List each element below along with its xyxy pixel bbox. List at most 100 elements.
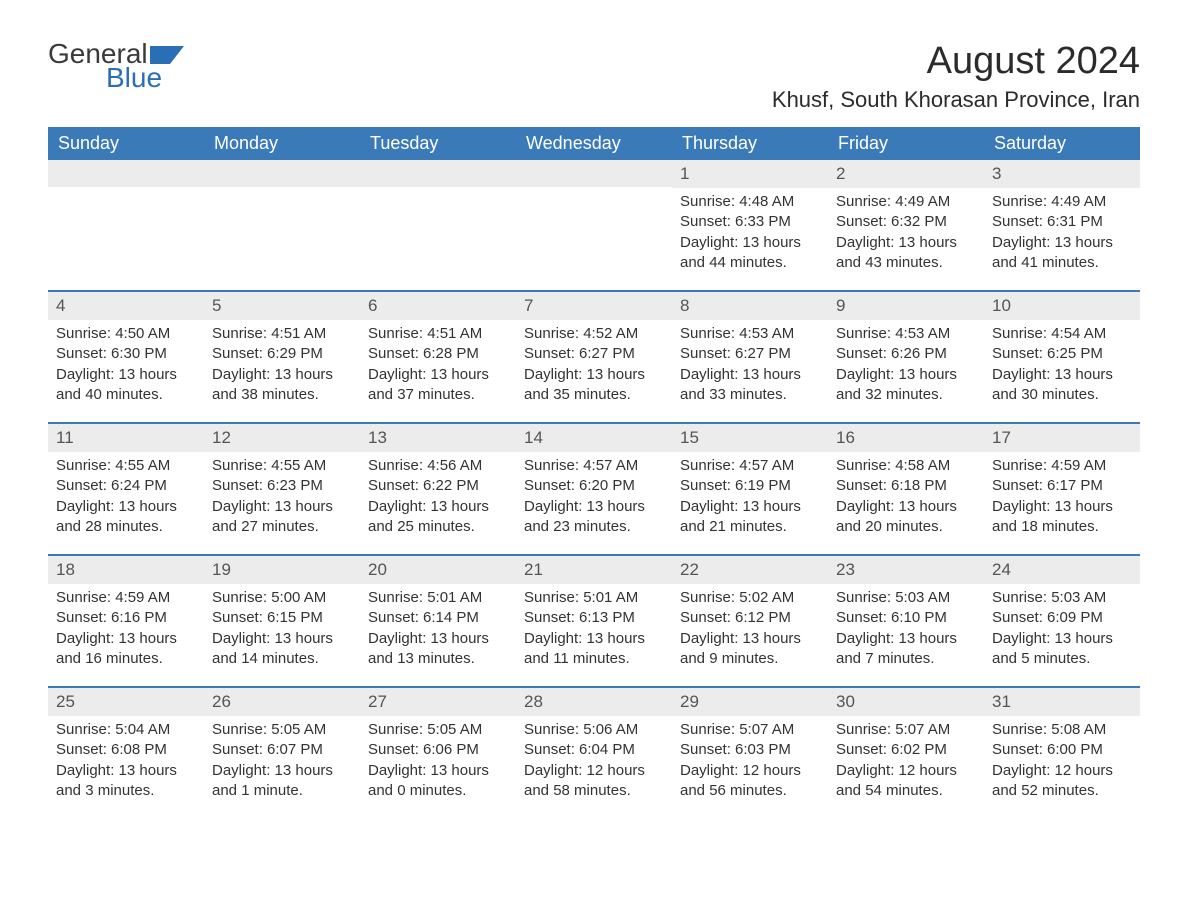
daylight-text: Daylight: 13 hours and 33 minutes. bbox=[680, 365, 820, 406]
day-details: Sunrise: 4:48 AMSunset: 6:33 PMDaylight:… bbox=[672, 188, 828, 283]
daylight-text: Daylight: 13 hours and 18 minutes. bbox=[992, 497, 1132, 538]
day-number bbox=[48, 160, 204, 187]
month-title: August 2024 bbox=[772, 40, 1140, 83]
day-details: Sunrise: 5:05 AMSunset: 6:07 PMDaylight:… bbox=[204, 716, 360, 811]
calendar-day bbox=[360, 160, 516, 290]
day-number: 8 bbox=[672, 292, 828, 320]
calendar-day: 21 Sunrise: 5:01 AMSunset: 6:13 PMDayligh… bbox=[516, 556, 672, 686]
calendar-day: 31 Sunrise: 5:08 AMSunset: 6:00 PMDayligh… bbox=[984, 688, 1140, 818]
day-number: 4 bbox=[48, 292, 204, 320]
daylight-text: Daylight: 13 hours and 44 minutes. bbox=[680, 233, 820, 274]
daylight-text: Daylight: 13 hours and 30 minutes. bbox=[992, 365, 1132, 406]
sunset-text: Sunset: 6:27 PM bbox=[680, 344, 820, 364]
day-number: 7 bbox=[516, 292, 672, 320]
sunset-text: Sunset: 6:17 PM bbox=[992, 476, 1132, 496]
day-number: 15 bbox=[672, 424, 828, 452]
sunrise-text: Sunrise: 5:01 AM bbox=[524, 588, 664, 608]
calendar-day: 17Sunrise: 4:59 AMSunset: 6:17 PMDayligh… bbox=[984, 424, 1140, 554]
day-details: Sunrise: 4:58 AMSunset: 6:18 PMDaylight:… bbox=[828, 452, 984, 547]
sunrise-text: Sunrise: 4:51 AM bbox=[368, 324, 508, 344]
sunset-text: Sunset: 6:26 PM bbox=[836, 344, 976, 364]
sunrise-text: Sunrise: 4:50 AM bbox=[56, 324, 196, 344]
calendar-day: 13Sunrise: 4:56 AMSunset: 6:22 PMDayligh… bbox=[360, 424, 516, 554]
sunrise-text: Sunrise: 5:05 AM bbox=[368, 720, 508, 740]
calendar-day: 6Sunrise: 4:51 AMSunset: 6:28 PMDaylight… bbox=[360, 292, 516, 422]
day-details: Sunrise: 4:54 AMSunset: 6:25 PMDaylight:… bbox=[984, 320, 1140, 415]
day-number: 31 bbox=[984, 688, 1140, 716]
day-of-week-header: Sunday Monday Tuesday Wednesday Thursday… bbox=[48, 127, 1140, 160]
day-number: 3 bbox=[984, 160, 1140, 188]
sunset-text: Sunset: 6:31 PM bbox=[992, 212, 1132, 232]
daylight-text: Daylight: 13 hours and 38 minutes. bbox=[212, 365, 352, 406]
day-details: Sunrise: 5:06 AMSunset: 6:04 PMDaylight:… bbox=[516, 716, 672, 811]
day-number: 13 bbox=[360, 424, 516, 452]
day-number: 9 bbox=[828, 292, 984, 320]
day-number: 16 bbox=[828, 424, 984, 452]
calendar-day: 4Sunrise: 4:50 AMSunset: 6:30 PMDaylight… bbox=[48, 292, 204, 422]
day-details: Sunrise: 4:55 AMSunset: 6:23 PMDaylight:… bbox=[204, 452, 360, 547]
day-number: 24 bbox=[984, 556, 1140, 584]
sunset-text: Sunset: 6:06 PM bbox=[368, 740, 508, 760]
day-number: 14 bbox=[516, 424, 672, 452]
sunrise-text: Sunrise: 5:01 AM bbox=[368, 588, 508, 608]
sunset-text: Sunset: 6:27 PM bbox=[524, 344, 664, 364]
daylight-text: Daylight: 13 hours and 1 minute. bbox=[212, 761, 352, 802]
day-number bbox=[360, 160, 516, 187]
calendar-day: 18Sunrise: 4:59 AMSunset: 6:16 PMDayligh… bbox=[48, 556, 204, 686]
sunrise-text: Sunrise: 4:53 AM bbox=[836, 324, 976, 344]
daylight-text: Daylight: 13 hours and 20 minutes. bbox=[836, 497, 976, 538]
sunrise-text: Sunrise: 4:51 AM bbox=[212, 324, 352, 344]
sunset-text: Sunset: 6:10 PM bbox=[836, 608, 976, 628]
calendar-day: 2Sunrise: 4:49 AMSunset: 6:32 PMDaylight… bbox=[828, 160, 984, 290]
day-details: Sunrise: 4:57 AMSunset: 6:20 PMDaylight:… bbox=[516, 452, 672, 547]
daylight-text: Daylight: 13 hours and 11 minutes. bbox=[524, 629, 664, 670]
day-details: Sunrise: 4:59 AMSunset: 6:17 PMDaylight:… bbox=[984, 452, 1140, 547]
sunset-text: Sunset: 6:18 PM bbox=[836, 476, 976, 496]
calendar-week: 4Sunrise: 4:50 AMSunset: 6:30 PMDaylight… bbox=[48, 290, 1140, 422]
day-details: Sunrise: 5:02 AMSunset: 6:12 PMDaylight:… bbox=[672, 584, 828, 679]
sunset-text: Sunset: 6:04 PM bbox=[524, 740, 664, 760]
daylight-text: Daylight: 13 hours and 27 minutes. bbox=[212, 497, 352, 538]
calendar-day: 22Sunrise: 5:02 AMSunset: 6:12 PMDayligh… bbox=[672, 556, 828, 686]
sunset-text: Sunset: 6:33 PM bbox=[680, 212, 820, 232]
day-number bbox=[204, 160, 360, 187]
day-number: 22 bbox=[672, 556, 828, 584]
sunrise-text: Sunrise: 4:57 AM bbox=[524, 456, 664, 476]
dow-sunday: Sunday bbox=[48, 127, 204, 160]
day-number: 30 bbox=[828, 688, 984, 716]
sunset-text: Sunset: 6:02 PM bbox=[836, 740, 976, 760]
day-number: 25 bbox=[48, 688, 204, 716]
daylight-text: Daylight: 13 hours and 7 minutes. bbox=[836, 629, 976, 670]
day-number: 26 bbox=[204, 688, 360, 716]
day-details: Sunrise: 4:56 AMSunset: 6:22 PMDaylight:… bbox=[360, 452, 516, 547]
sunset-text: Sunset: 6:16 PM bbox=[56, 608, 196, 628]
daylight-text: Daylight: 13 hours and 41 minutes. bbox=[992, 233, 1132, 274]
calendar-week: 25Sunrise: 5:04 AMSunset: 6:08 PMDayligh… bbox=[48, 686, 1140, 818]
day-number: 29 bbox=[672, 688, 828, 716]
calendar-week: 18Sunrise: 4:59 AMSunset: 6:16 PMDayligh… bbox=[48, 554, 1140, 686]
daylight-text: Daylight: 13 hours and 40 minutes. bbox=[56, 365, 196, 406]
day-number: 21 bbox=[516, 556, 672, 584]
sunrise-text: Sunrise: 4:48 AM bbox=[680, 192, 820, 212]
sunset-text: Sunset: 6:25 PM bbox=[992, 344, 1132, 364]
sunset-text: Sunset: 6:13 PM bbox=[524, 608, 664, 628]
dow-tuesday: Tuesday bbox=[360, 127, 516, 160]
sunrise-text: Sunrise: 4:59 AM bbox=[56, 588, 196, 608]
sunrise-text: Sunrise: 5:08 AM bbox=[992, 720, 1132, 740]
daylight-text: Daylight: 12 hours and 52 minutes. bbox=[992, 761, 1132, 802]
sunrise-text: Sunrise: 4:53 AM bbox=[680, 324, 820, 344]
calendar-day: 12Sunrise: 4:55 AMSunset: 6:23 PMDayligh… bbox=[204, 424, 360, 554]
calendar-day: 19Sunrise: 5:00 AMSunset: 6:15 PMDayligh… bbox=[204, 556, 360, 686]
sunrise-text: Sunrise: 5:07 AM bbox=[836, 720, 976, 740]
calendar-day: 1Sunrise: 4:48 AMSunset: 6:33 PMDaylight… bbox=[672, 160, 828, 290]
sunrise-text: Sunrise: 5:02 AM bbox=[680, 588, 820, 608]
sunrise-text: Sunrise: 4:55 AM bbox=[212, 456, 352, 476]
sunrise-text: Sunrise: 5:05 AM bbox=[212, 720, 352, 740]
calendar-day: 30Sunrise: 5:07 AMSunset: 6:02 PMDayligh… bbox=[828, 688, 984, 818]
day-number: 11 bbox=[48, 424, 204, 452]
day-details: Sunrise: 5:03 AMSunset: 6:09 PMDaylight:… bbox=[984, 584, 1140, 679]
daylight-text: Daylight: 12 hours and 56 minutes. bbox=[680, 761, 820, 802]
daylight-text: Daylight: 13 hours and 25 minutes. bbox=[368, 497, 508, 538]
day-details: Sunrise: 5:03 AMSunset: 6:10 PMDaylight:… bbox=[828, 584, 984, 679]
sunset-text: Sunset: 6:00 PM bbox=[992, 740, 1132, 760]
